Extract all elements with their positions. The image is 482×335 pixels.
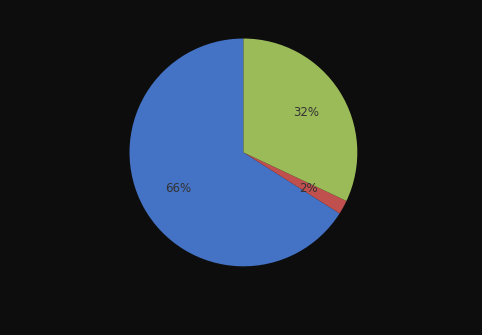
Wedge shape <box>243 152 347 213</box>
Text: 32%: 32% <box>293 106 319 119</box>
Wedge shape <box>130 39 340 266</box>
Text: 66%: 66% <box>165 182 192 195</box>
Wedge shape <box>243 39 357 201</box>
Text: 2%: 2% <box>299 182 318 195</box>
